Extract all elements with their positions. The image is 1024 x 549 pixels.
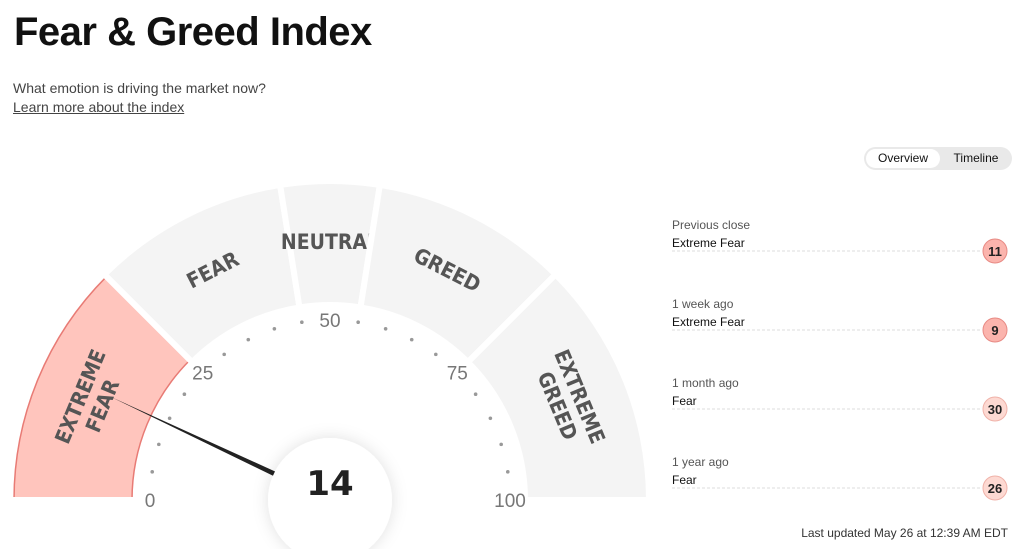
tick-label: 0 [145, 491, 156, 512]
history-period: Previous close [672, 218, 750, 232]
tick-dot [488, 416, 493, 421]
tick-dot [409, 337, 414, 342]
tick-dot [434, 352, 438, 357]
tick-dot [157, 442, 161, 447]
gauge-segment [106, 187, 300, 360]
tick-dot [167, 416, 172, 421]
tab[interactable]: Timeline [953, 151, 999, 165]
history-value: 30 [988, 402, 1002, 417]
history-rating: Fear [672, 394, 697, 408]
tick-dot [499, 442, 503, 447]
history-badge [982, 317, 1008, 343]
segment-label: NEUTRAL [281, 230, 379, 254]
history-badge [982, 238, 1008, 264]
tick-dot [383, 327, 388, 331]
tick-label: 100 [494, 491, 526, 512]
last-updated: Last updated May 26 at 12:39 AM EDT [801, 526, 1008, 540]
segment-gap [357, 185, 383, 307]
history-badge [982, 475, 1008, 501]
gauge-segment [470, 276, 646, 500]
segment-label-line: NEUTRAL [281, 230, 379, 254]
tick-dot [300, 320, 304, 325]
history-rating: Extreme Fear [672, 236, 745, 250]
segment-gap [466, 273, 557, 364]
tick-dot [222, 352, 226, 357]
history-period: 1 week ago [672, 297, 734, 311]
history-rating: Extreme Fear [672, 315, 745, 329]
tick-dot [473, 392, 478, 396]
history-badge [982, 396, 1008, 422]
gauge-segment [280, 184, 380, 305]
tick-dot [272, 327, 277, 331]
tick-label: 25 [192, 364, 213, 385]
learn-more-link[interactable]: Learn more about the index [13, 99, 185, 115]
history-period: 1 year ago [672, 455, 729, 469]
tick-dot [505, 470, 510, 474]
center-disc [268, 438, 392, 549]
history-rating: Fear [672, 473, 697, 487]
gauge-value: 14 [306, 464, 353, 504]
history-period: 1 month ago [672, 376, 739, 390]
tick-dot [182, 392, 187, 396]
subtitle: What emotion is driving the market now? [13, 80, 266, 96]
title: Fear & Greed Index [14, 10, 372, 54]
tick-label: 50 [319, 311, 340, 332]
segment-gap [103, 273, 194, 364]
tick-dot [150, 470, 155, 474]
history-value: 11 [988, 244, 1002, 259]
tick-label: 75 [447, 364, 468, 385]
view-toggle: Overview Timeline [864, 147, 1012, 170]
history-value: 26 [988, 481, 1002, 496]
segment-gap [277, 185, 303, 307]
tick-dot [356, 320, 360, 325]
tick-dot [246, 337, 251, 342]
gauge-segment [360, 187, 554, 360]
tab[interactable]: Overview [866, 149, 940, 168]
history-value: 9 [991, 323, 998, 338]
